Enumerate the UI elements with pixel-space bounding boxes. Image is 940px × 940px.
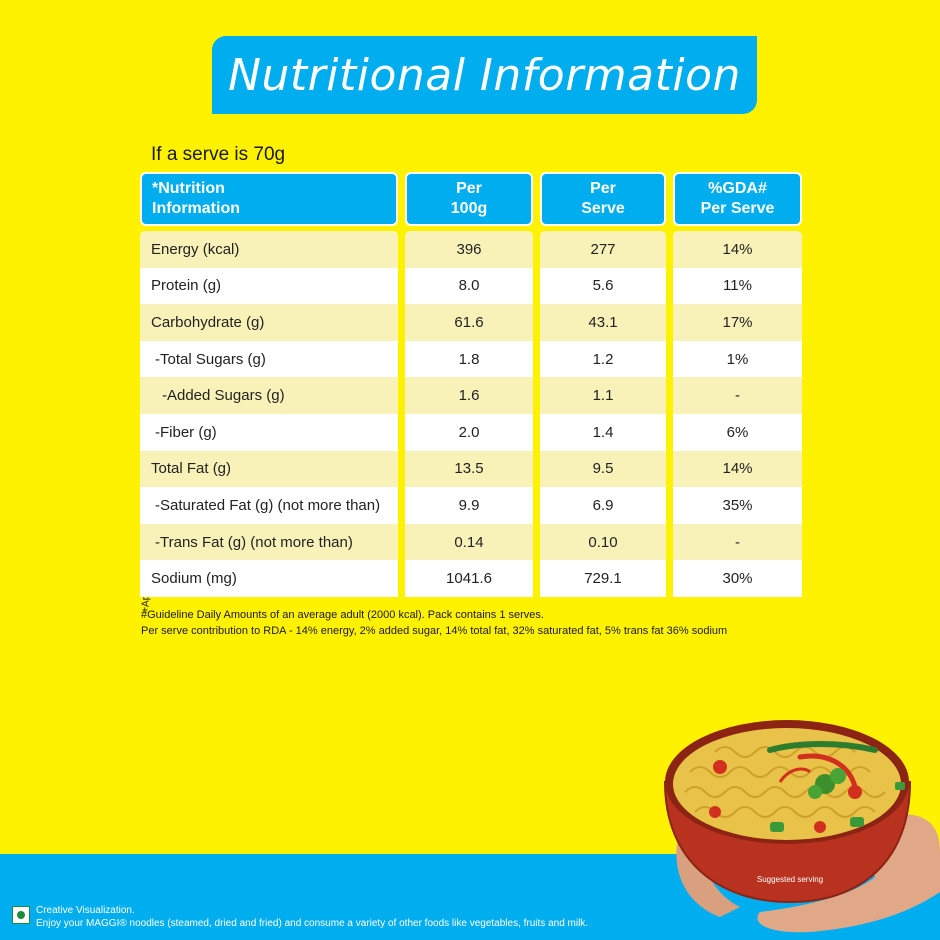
cell-gda: 6% bbox=[673, 413, 802, 451]
cell-per100g: 1.8 bbox=[405, 340, 533, 378]
cell-per100g: 1041.6 bbox=[405, 560, 533, 597]
cell-per-serve: 1.4 bbox=[540, 413, 666, 451]
gda-footnote: #Guideline Daily Amounts of an average a… bbox=[141, 609, 544, 621]
cell-per-serve: 1.1 bbox=[540, 377, 666, 414]
cell-gda: 14% bbox=[673, 450, 802, 488]
table-row-fiber: -Fiber (g) bbox=[140, 413, 398, 451]
header-per-100g: Per 100g bbox=[405, 172, 533, 226]
table-row-total-fat: Total Fat (g) bbox=[140, 450, 398, 488]
cell-gda: 14% bbox=[673, 231, 802, 268]
cell-per-serve: 43.1 bbox=[540, 304, 666, 341]
header-nutrition-information: *Nutrition Information bbox=[140, 172, 398, 226]
table-row-trans-fat: -Trans Fat (g) (not more than) bbox=[140, 523, 398, 561]
gda-column: %GDA# Per Serve 14% 11% 17% 1% - 6% 14% … bbox=[673, 172, 802, 597]
table-row-protein: Protein (g) bbox=[140, 267, 398, 305]
creative-visualization-note: Creative Visualization. bbox=[36, 905, 135, 916]
table-row-sodium: Sodium (mg) bbox=[140, 560, 398, 597]
cell-per-serve: 6.9 bbox=[540, 487, 666, 524]
table-row-total-sugars: -Total Sugars (g) bbox=[140, 340, 398, 378]
cell-per-serve: 1.2 bbox=[540, 340, 666, 378]
disclaimer: Creative Visualization. Enjoy your MAGGI… bbox=[12, 904, 588, 930]
cell-per100g: 9.9 bbox=[405, 487, 533, 524]
per-100g-column: Per 100g 396 8.0 61.6 1.8 1.6 2.0 13.5 9… bbox=[405, 172, 533, 597]
vegetarian-mark-icon bbox=[12, 906, 30, 924]
bowl-label: Suggested serving bbox=[757, 875, 823, 884]
cell-per100g: 61.6 bbox=[405, 304, 533, 341]
cell-per100g: 1.6 bbox=[405, 377, 533, 414]
cell-gda: 30% bbox=[673, 560, 802, 597]
table-row-carbohydrate: Carbohydrate (g) bbox=[140, 304, 398, 341]
table-row-added-sugars: -Added Sugars (g) bbox=[140, 377, 398, 414]
cell-gda: 11% bbox=[673, 267, 802, 305]
page-title: Nutritional Information bbox=[228, 49, 741, 101]
cell-per100g: 2.0 bbox=[405, 413, 533, 451]
serving-note: If a serve is 70g bbox=[151, 144, 286, 165]
header-per-serve: Per Serve bbox=[540, 172, 666, 226]
cell-per-serve: 277 bbox=[540, 231, 666, 268]
noodle-bowl-image: Suggested serving bbox=[663, 720, 940, 933]
footnotes: #Guideline Daily Amounts of an average a… bbox=[141, 607, 727, 639]
cell-per-serve: 9.5 bbox=[540, 450, 666, 488]
cell-gda: - bbox=[673, 377, 802, 414]
cell-per-serve: 729.1 bbox=[540, 560, 666, 597]
table-row-energy: Energy (kcal) bbox=[140, 231, 398, 268]
nutrient-column: *Nutrition Information Energy (kcal) Pro… bbox=[140, 172, 398, 597]
per-serve-column: Per Serve 277 5.6 43.1 1.2 1.1 1.4 9.5 6… bbox=[540, 172, 666, 597]
header-gda-per-serve: %GDA# Per Serve bbox=[673, 172, 802, 226]
cell-per100g: 396 bbox=[405, 231, 533, 268]
cell-gda: 35% bbox=[673, 487, 802, 524]
cell-gda: 1% bbox=[673, 340, 802, 378]
cell-per100g: 0.14 bbox=[405, 523, 533, 561]
cell-gda: - bbox=[673, 523, 802, 561]
cell-per-serve: 5.6 bbox=[540, 267, 666, 305]
table-row-saturated-fat: -Saturated Fat (g) (not more than) bbox=[140, 487, 398, 524]
cell-gda: 17% bbox=[673, 304, 802, 341]
cell-per100g: 8.0 bbox=[405, 267, 533, 305]
title-banner: Nutritional Information bbox=[212, 36, 757, 114]
cell-per100g: 13.5 bbox=[405, 450, 533, 488]
cell-per-serve: 0.10 bbox=[540, 523, 666, 561]
rda-footnote: Per serve contribution to RDA - 14% ener… bbox=[141, 625, 728, 637]
consumption-advice: Enjoy your MAGGI® noodles (steamed, drie… bbox=[36, 918, 589, 929]
